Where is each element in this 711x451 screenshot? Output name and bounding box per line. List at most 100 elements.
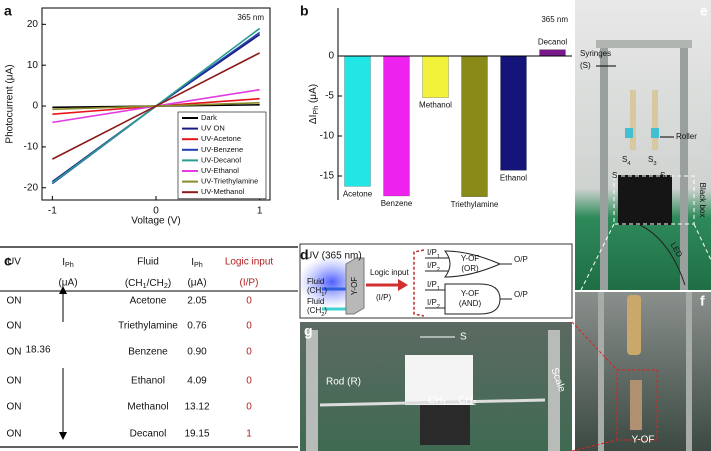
legend-label: UV-Acetone xyxy=(201,134,241,143)
gate-label: (AND) xyxy=(459,299,482,308)
legend-label: UV ON xyxy=(201,124,225,133)
text-run: ) xyxy=(324,286,327,295)
table-cell: 0.76 xyxy=(187,321,207,332)
table-cell: ON xyxy=(7,347,22,358)
table-cell: 0 xyxy=(246,321,252,332)
text-run: S xyxy=(660,171,665,180)
gate-label: Y-OF xyxy=(461,254,479,263)
table-header: IPh xyxy=(62,257,74,269)
text-run: Ph xyxy=(65,260,74,269)
table-header: (CH1/CH2) xyxy=(125,278,171,290)
panel-label: d xyxy=(300,247,309,263)
text-run: I xyxy=(191,257,194,268)
table-cell: ON xyxy=(7,429,22,440)
text-run: 1 xyxy=(437,286,440,292)
gate-label: (OR) xyxy=(461,264,479,273)
text-run: CH xyxy=(428,395,442,406)
text-run: ) xyxy=(324,306,327,315)
photo-label: (S) xyxy=(580,61,591,70)
photo-label: CH2 xyxy=(458,395,476,407)
text-run: 1 xyxy=(143,281,147,290)
text-run: Ph xyxy=(194,260,203,269)
text-run: 2 xyxy=(164,281,168,290)
text-run: I xyxy=(62,257,65,268)
panel-label: f xyxy=(700,293,705,309)
text-run: 2 xyxy=(437,267,440,273)
text-run: I/P xyxy=(427,298,437,307)
legend-label: UV-Decanol xyxy=(201,155,241,164)
y-tick-label: 0 xyxy=(328,51,334,62)
text-run: 1 xyxy=(321,292,324,298)
y-tick-label: 0 xyxy=(32,101,38,112)
photo-label: S3 xyxy=(648,155,657,166)
y-tick-label: -20 xyxy=(24,182,39,193)
table-header: (μA) xyxy=(58,278,77,289)
table-cell: 2.05 xyxy=(187,296,207,307)
text-run: S xyxy=(622,155,627,164)
diagram-label: Fluid xyxy=(307,297,324,306)
gate-input: I/P2 xyxy=(427,298,440,309)
table-cell: 13.12 xyxy=(184,402,209,413)
photo-f xyxy=(575,292,711,451)
legend-label: UV-Methanol xyxy=(201,187,245,196)
table-header: Fluid xyxy=(137,257,159,268)
table-cell: Triethylamine xyxy=(118,321,178,332)
category-label: Decanol xyxy=(538,38,568,47)
annotation: 365 nm xyxy=(541,15,568,24)
photo-g xyxy=(300,322,572,451)
text-run: /CH xyxy=(147,278,164,289)
photo-label: S4 xyxy=(622,155,631,166)
table-cell: ON xyxy=(7,376,22,387)
x-axis-label: Voltage (V) xyxy=(131,216,180,227)
text-run: 2 xyxy=(321,312,324,318)
text-run: 2 xyxy=(665,177,668,183)
photo-e xyxy=(575,0,711,290)
x-tick-label: 0 xyxy=(153,206,159,217)
diagram-label: (CH2) xyxy=(307,306,327,317)
table-header: (I/P) xyxy=(240,278,259,289)
gate-input: I/P1 xyxy=(427,248,440,259)
y-tick-label: -15 xyxy=(320,171,335,182)
table-header: Logic input xyxy=(225,257,274,268)
legend-label: Dark xyxy=(201,113,217,122)
bar xyxy=(461,55,488,197)
table-cell: Ethanol xyxy=(131,376,165,387)
bar xyxy=(500,55,527,171)
text-run: ΔI xyxy=(308,115,319,124)
y-tick-label: -10 xyxy=(24,142,39,153)
diagram xyxy=(298,243,573,319)
photo-label: Syringes xyxy=(580,49,611,58)
photo-label: Rod (R) xyxy=(326,377,361,388)
diagram-label: (CH1) xyxy=(307,286,327,297)
photo-label: S2 xyxy=(660,171,669,182)
table-cell: Acetone xyxy=(130,296,167,307)
category-label: Triethylamine xyxy=(451,200,499,209)
diagram-label: Logic input xyxy=(370,268,409,277)
panel-label: a xyxy=(4,3,12,19)
text-run: 1 xyxy=(437,254,440,260)
text-run: 1 xyxy=(617,177,620,183)
text-run: 1 xyxy=(442,398,446,407)
text-run: I/P xyxy=(427,280,437,289)
photo-label: S xyxy=(460,332,467,343)
diagram-label: (I/P) xyxy=(376,293,391,302)
y-tick-label: -5 xyxy=(325,91,334,102)
connectors xyxy=(571,223,711,451)
table-header: (μA) xyxy=(187,278,206,289)
legend-label: UV-Benzene xyxy=(201,145,243,154)
panel-label: g xyxy=(304,323,313,339)
y-tick-label: 20 xyxy=(27,19,39,30)
table-cell: 0 xyxy=(246,347,252,358)
table-cell: 19.15 xyxy=(184,429,209,440)
table-cell: ON xyxy=(7,402,22,413)
panel-label: b xyxy=(300,3,309,19)
y-tick-label: -10 xyxy=(320,131,335,142)
x-tick-label: 1 xyxy=(257,206,263,217)
text-run: S xyxy=(648,155,653,164)
diagram-label: Fluid xyxy=(307,277,324,286)
x-tick-label: -1 xyxy=(48,206,57,217)
data-line xyxy=(51,52,261,160)
legend-label: UV-Triethylamine xyxy=(201,177,258,186)
text-run: (CH xyxy=(125,278,143,289)
text-run: I/P xyxy=(427,248,437,257)
